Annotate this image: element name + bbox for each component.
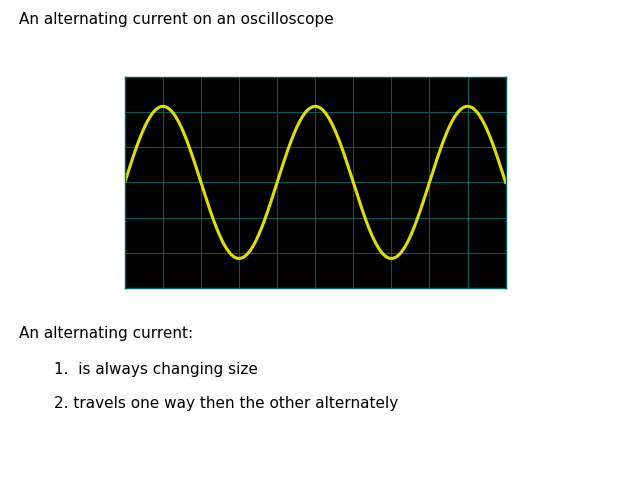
Text: 1.  is always changing size: 1. is always changing size <box>54 362 259 377</box>
Text: An alternating current:: An alternating current: <box>19 326 193 341</box>
Text: An alternating current on an oscilloscope: An alternating current on an oscilloscop… <box>19 12 334 27</box>
Text: 2. travels one way then the other alternately: 2. travels one way then the other altern… <box>54 396 399 411</box>
